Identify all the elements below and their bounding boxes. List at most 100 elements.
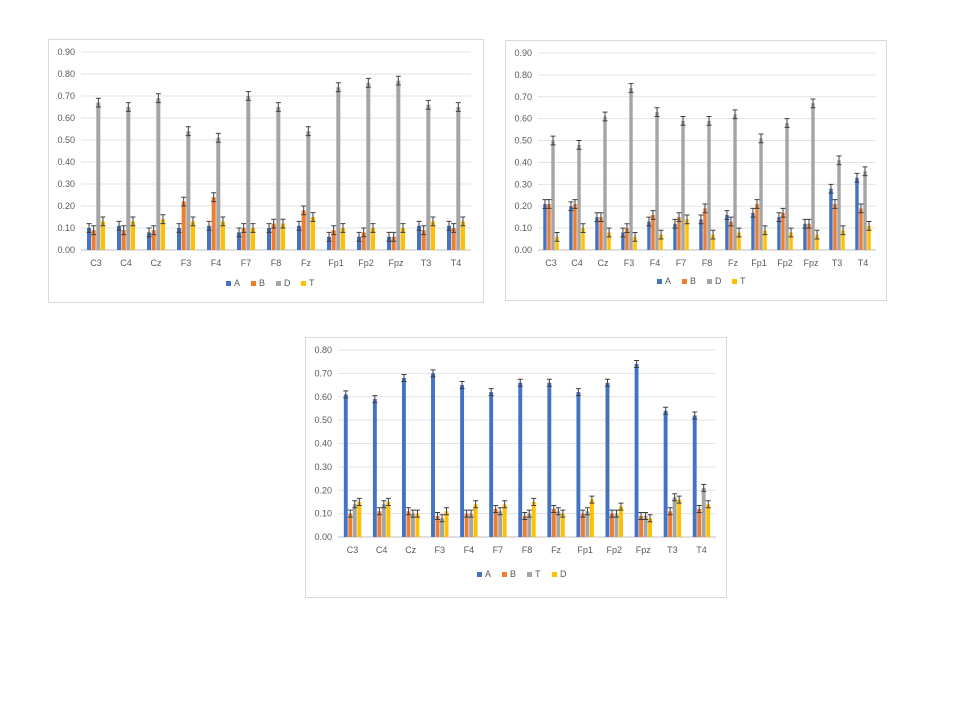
bar-B-Fp1 [331, 230, 336, 250]
bar-D-Fp1 [336, 87, 341, 250]
bar-D-C4 [577, 144, 581, 250]
y-tick-label: 0.50 [314, 415, 332, 425]
bar-D-F8 [707, 120, 711, 250]
bar-A-C4 [372, 399, 377, 537]
bar-T-Fp1 [763, 230, 767, 250]
bar-T-C3 [352, 504, 357, 537]
y-tick-label: 0.50 [57, 135, 75, 145]
error-bar-B-Cz [405, 507, 411, 516]
error-bar-D-F8 [706, 115, 712, 126]
legend-swatch-D [552, 572, 557, 577]
bars [343, 364, 711, 537]
legend-swatch-D [276, 281, 281, 286]
error-bar-D-F8 [531, 497, 537, 506]
y-tick-label: 0.20 [57, 201, 75, 211]
error-bar-T-Fz [555, 507, 561, 516]
error-bar-B-Cz [151, 225, 157, 236]
bar-B-T3 [421, 230, 426, 250]
error-bar-T-C4 [580, 223, 586, 233]
x-tick-label: C4 [120, 258, 132, 268]
x-tick-label: T3 [421, 258, 432, 268]
error-bar-B-Fp1 [754, 199, 760, 209]
bar-T-F3 [633, 236, 637, 250]
bar-A-T3 [417, 225, 422, 250]
chart-panel-2: 0.00 0.10 0.20 0.30 0.40 0.50 0.60 0.70 0.80 0.90… [505, 40, 887, 301]
error-bar-T-F3 [632, 231, 638, 242]
error-bar-D-Fp1 [758, 133, 764, 144]
legend-label-B: B [690, 276, 696, 286]
error-bar-B-T3 [421, 225, 427, 236]
error-bar-T-Fp2 [613, 509, 619, 518]
bar-B-C3 [348, 513, 353, 537]
error-bar-B-C4 [572, 199, 578, 209]
error-bar-B-T3 [832, 199, 838, 209]
error-bar-D-T4 [705, 500, 711, 509]
bar-T-F8 [280, 223, 285, 250]
error-bar-B-F3 [181, 196, 187, 207]
error-bar-T-C3 [100, 216, 106, 227]
x-tick-label: F4 [464, 545, 475, 555]
x-tick-label: Fz [301, 258, 311, 268]
error-bar-A-T3 [663, 406, 669, 415]
error-bars [542, 83, 872, 242]
bar-B-Fz [551, 508, 556, 537]
bar-D-F4 [655, 112, 659, 250]
bar-B-Cz [599, 217, 603, 250]
error-bar-B-T4 [451, 223, 457, 233]
error-bar-A-Fpz [634, 360, 640, 369]
bar-T-F7 [498, 511, 503, 537]
bar-T-Fp1 [340, 228, 345, 250]
bar-A-F4 [647, 221, 651, 250]
error-bar-T-T4 [701, 483, 707, 492]
x-tick-label: F3 [181, 258, 192, 268]
error-bar-A-Fp2 [604, 378, 610, 387]
bar-chart-3: 0.00 0.10 0.20 0.30 0.40 0.50 0.60 0.70 0.80 C3 C4… [314, 345, 716, 579]
error-bar-D-Cz [155, 93, 161, 104]
y-tick-label: 0.10 [314, 509, 332, 519]
error-bar-T-F7 [497, 507, 503, 516]
y-tick-label: 0.90 [57, 47, 75, 57]
error-bar-D-Fpz [395, 75, 401, 86]
bar-B-F4 [464, 513, 469, 537]
error-bars [343, 360, 711, 523]
bar-A-C3 [543, 204, 547, 250]
legend-label-A: A [665, 276, 671, 286]
bar-B-F8 [271, 223, 276, 250]
bar-A-Fp2 [777, 217, 781, 250]
error-bar-A-F3 [176, 223, 182, 233]
bar-B-F3 [435, 515, 440, 537]
error-bar-T-T3 [672, 493, 678, 502]
error-bar-A-Cz [594, 212, 600, 223]
bars [87, 80, 465, 250]
error-bar-D-T3 [836, 155, 842, 166]
error-bar-A-Fz [724, 210, 730, 220]
gridlines [338, 349, 716, 538]
error-bar-A-T3 [828, 183, 834, 194]
error-bar-D-T3 [425, 99, 431, 110]
bar-B-T3 [668, 511, 673, 537]
bar-D-F3 [186, 131, 191, 250]
bar-A-C3 [87, 228, 92, 250]
error-bar-D-F7 [502, 500, 508, 509]
error-bar-A-Fp1 [326, 231, 332, 242]
bar-B-C4 [121, 230, 126, 250]
bar-T-F4 [469, 513, 474, 537]
bar-B-F8 [522, 515, 527, 537]
bar-A-T3 [663, 410, 668, 537]
error-bar-D-C4 [385, 497, 391, 506]
bar-A-F7 [237, 232, 242, 250]
y-tick-label: 0.20 [314, 485, 332, 495]
bar-A-F8 [518, 382, 523, 537]
error-bar-B-F8 [271, 218, 277, 229]
bar-A-Cz [401, 378, 406, 537]
bar-A-F3 [177, 228, 182, 250]
y-tick-label: 0.30 [314, 462, 332, 472]
bar-T-T4 [867, 225, 871, 250]
bar-A-F3 [431, 373, 435, 537]
error-bar-T-F3 [439, 514, 445, 523]
bar-T-C4 [381, 504, 386, 537]
error-bar-T-Fpz [814, 229, 820, 240]
bar-A-F4 [460, 385, 465, 537]
error-bar-T-Fp2 [788, 227, 794, 238]
bar-A-F7 [673, 223, 677, 250]
